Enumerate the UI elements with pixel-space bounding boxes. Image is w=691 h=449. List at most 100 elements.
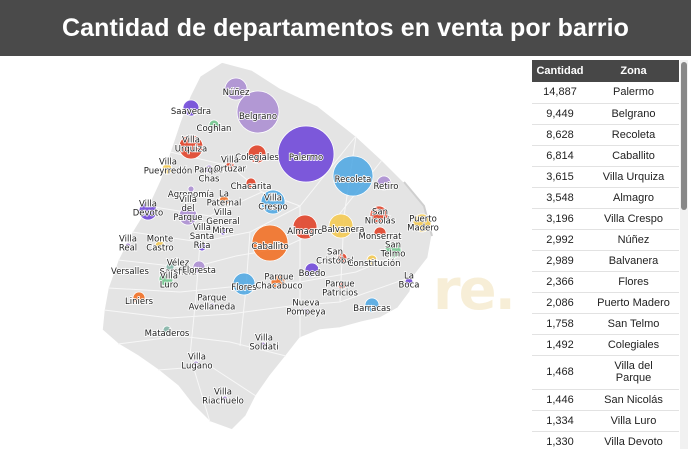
map-panel: Núñez Saavedra Belgrano Coghlan Villa Urquiza… [0,56,525,449]
watermark-logo: re. [433,258,516,323]
ranking-table-container[interactable]: Cantidad Zona 14,887 Palermo 9,449 Belgrano… [532,60,679,449]
bubble-villa-santa-rita[interactable] [197,242,207,252]
bubble-villa-lugano[interactable] [192,360,200,368]
bubble-monte-castro[interactable] [154,240,166,252]
title-bar: Cantidad de departamentos en venta por b… [0,0,691,56]
map-label-palermo: Palermo [289,153,323,163]
table-row: 3,615 Villa Urquiza [532,166,679,188]
bubble-constitucion[interactable] [366,254,378,266]
bubble-la-boca[interactable] [404,277,414,287]
bubble-villa-ortuzar[interactable] [225,160,235,170]
bubble-villa-pueyrredon[interactable] [161,163,173,175]
table-row: 2,086 Puerto Madero [532,292,679,314]
bubble-belgrano[interactable] [236,90,280,134]
buenos-aires-map: Núñez Saavedra Belgrano Coghlan Villa Urquiza… [101,61,440,431]
bubble-agronomia[interactable] [187,185,195,193]
bubble-palermo[interactable] [277,125,335,183]
bubble-nunez[interactable] [224,77,248,101]
bubble-puerto-madero[interactable] [412,213,432,233]
cell-cantidad: 9,449 [532,103,588,125]
bubble-villa-crespo[interactable] [260,189,286,215]
bubble-parque-patricios[interactable] [337,280,347,290]
bubble-floresta[interactable] [192,260,206,274]
bubble-nueva-pompeya[interactable] [302,307,310,315]
map-label-villa-urquiza: Villa Urquiza [175,136,207,155]
map-label-nueva-pompeya: Nueva Pompeya [286,299,325,318]
cell-cantidad: 14,887 [532,82,588,104]
bubble-villa-luro[interactable] [158,271,174,287]
bubble-la-paternal[interactable] [218,195,230,207]
bubble-villa-del-parque[interactable] [178,206,198,226]
header-cantidad[interactable]: Cantidad [532,60,588,82]
table-row: 6,814 Caballito [532,145,679,167]
bubble-velez-sarsfield[interactable] [165,262,175,272]
bubble-almagro[interactable] [292,214,318,240]
table-row: 1,468 Villa del Parque [532,355,679,390]
table-row: 1,446 San Nicolás [532,389,679,411]
bubble-villa-riachuelo[interactable] [221,395,229,403]
cell-cantidad: 3,548 [532,187,588,209]
bubble-parque-chas[interactable] [204,164,214,174]
map-label-velez-sarsfield: Vélez Sarsfield [160,258,197,278]
cell-cantidad: 1,330 [532,431,588,449]
header-zona[interactable]: Zona [588,60,679,82]
cell-cantidad: 1,492 [532,334,588,356]
bubble-san-cristobal[interactable] [336,252,348,264]
bubble-boedo[interactable] [304,262,320,278]
scrollbar-thumb[interactable] [681,62,687,210]
cell-zona: Flores [588,271,679,293]
bubble-caballito[interactable] [251,224,289,262]
bubble-barracas[interactable] [364,297,380,313]
table-scrollbar[interactable] [680,60,688,449]
table-row: 1,334 Villa Luro [532,410,679,432]
bubble-retiro[interactable] [376,175,392,191]
cell-zona: Colegiales [588,334,679,356]
bubble-parque-avellaneda[interactable] [208,302,216,310]
map-label-liniers: Liniers [125,297,154,307]
map-label-agronomia: Agronomía [168,190,214,200]
bubble-villa-devoto[interactable] [138,201,158,221]
cell-cantidad: 2,989 [532,250,588,272]
table-row: 2,366 Flores [532,271,679,293]
bubble-chacarita[interactable] [245,177,257,189]
map-label-recoleta: Recoleta [335,175,372,185]
cell-zona: Almagro [588,187,679,209]
table-body: 14,887 Palermo 9,449 Belgrano 8,628 Recoleta 6… [532,82,679,449]
bubble-saavedra[interactable] [182,99,200,117]
map-label-parque-avellaneda: Parque Avellaneda [189,294,236,313]
table-row: 3,548 Almagro [532,187,679,209]
cell-cantidad: 1,468 [532,355,588,390]
map-label-villa-riachuelo: Villa Riachuelo [202,388,244,407]
bubble-villa-real[interactable] [124,242,132,250]
bubble-monserrat[interactable] [373,226,387,240]
table-row: 1,758 San Telmo [532,313,679,335]
bubble-san-telmo[interactable] [384,241,402,259]
bubble-san-nicolas[interactable] [369,205,389,225]
bubble-villa-gral-mitre[interactable] [218,226,228,236]
bubble-mataderos[interactable] [162,325,172,335]
bubble-recoleta[interactable] [332,155,374,197]
map-label-san-cristobal: San Cristóbal [316,248,354,267]
bubble-liniers[interactable] [132,291,146,305]
table-row: 14,887 Palermo [532,82,679,104]
bubble-parque-chacabuco[interactable] [270,274,286,290]
bubble-coghlan[interactable] [208,119,220,131]
cell-cantidad: 8,628 [532,124,588,146]
bubble-balvanera[interactable] [328,213,354,239]
map-label-la-paternal: La Paternal [207,190,242,209]
cell-cantidad: 2,366 [532,271,588,293]
cell-zona: Villa Urquiza [588,166,679,188]
map-label-balvanera: Balvanera [322,225,365,235]
map-label-belgrano: Belgrano [239,112,277,122]
bubble-villa-urquiza[interactable] [178,134,204,160]
cell-zona: Puerto Madero [588,292,679,314]
bubble-villa-soldati[interactable] [259,341,267,349]
map-label-monte-castro: Monte Castro [146,235,173,254]
map-label-villa-gral-mitre: Villa General Mitre [206,208,240,236]
cell-zona: Villa Crespo [588,208,679,230]
map-label-villa-devoto: Villa Devoto [133,200,164,219]
bubble-colegiales[interactable] [247,144,267,164]
cell-cantidad: 2,086 [532,292,588,314]
bubble-flores[interactable] [232,272,256,296]
map-label-flores: Flores [231,283,257,293]
